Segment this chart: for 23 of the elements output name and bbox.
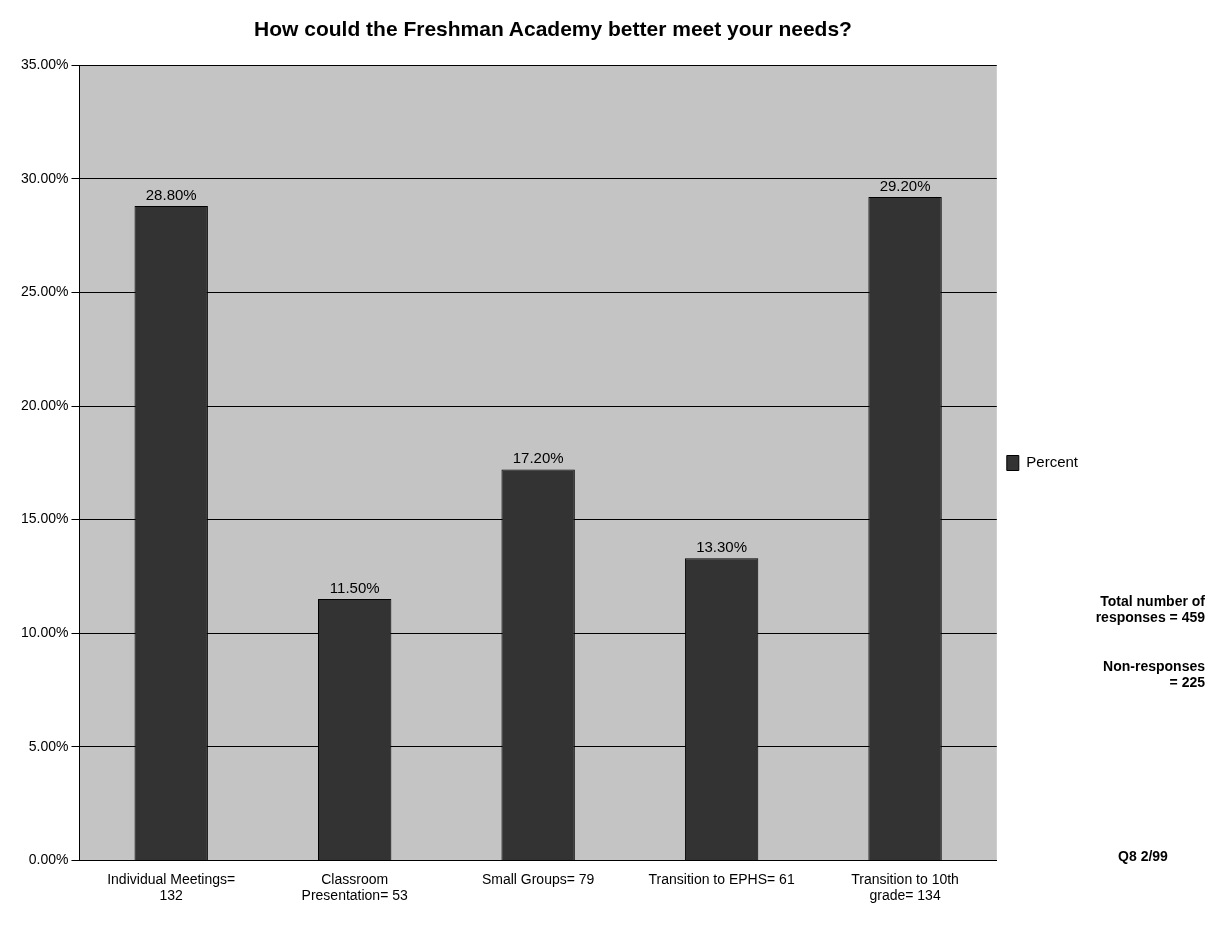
legend-label: Percent [1026,453,1079,471]
y-tick-label: 15.00% [21,510,69,527]
x-tick-label: Transition to 10th grade= 134 [851,870,959,904]
data-label: 17.20% [512,449,564,467]
y-tick-label: 20.00% [21,396,69,413]
y-tick-label: 5.00% [28,737,69,754]
text: Total number of responses = 459 [1095,593,1205,625]
y-tick-label: 25.00% [21,283,69,300]
y-tick-label: 30.00% [21,169,69,186]
x-tick-label: Individual Meetings= 132 [107,870,236,904]
y-tick-label: 35.00% [21,56,69,73]
y-tick-label: 10.00% [21,624,69,641]
x-tick-label: Small Groups= 79 [481,870,595,887]
x-tick-label: Classroom Presentation= 53 [301,870,409,904]
text: Non-responses = 225 [1102,658,1205,690]
chart-title: How could the Freshman Academy better meet your needs? [254,17,852,41]
data-label: 29.20% [879,176,931,194]
data-label: 13.30% [696,537,748,555]
y-tick-label: 0.00% [28,851,69,868]
text: Q8 2/99 [1117,848,1169,864]
data-label: 11.50% [329,578,380,596]
x-tick-label: Transition to EPHS= 61 [648,870,795,887]
data-label: 28.80% [145,185,197,203]
